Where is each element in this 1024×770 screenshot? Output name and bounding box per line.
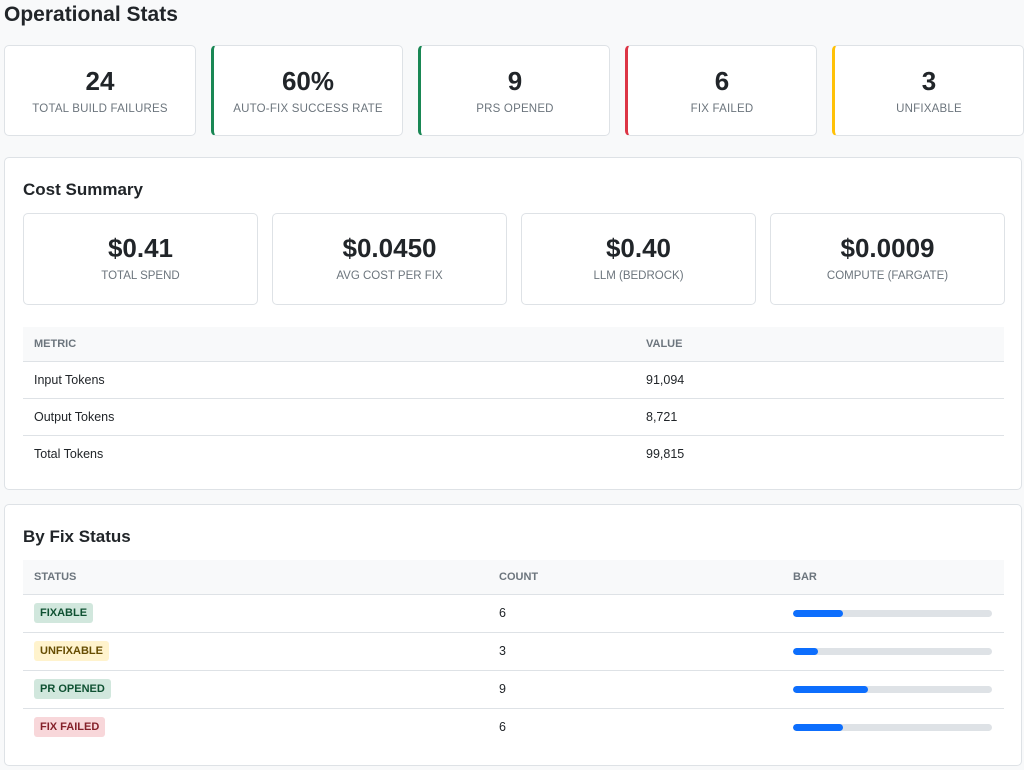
- status-badge: PR OPENED: [34, 679, 111, 699]
- table-row: UNFIXABLE 3: [23, 632, 1004, 671]
- column-header: COUNT: [488, 560, 782, 595]
- progress-bar: [793, 609, 992, 617]
- cost-compute: $0.0009 COMPUTE (FARGATE): [770, 213, 1005, 305]
- progress-bar-fill: [793, 647, 818, 655]
- stat-total-build-failures: 24 TOTAL BUILD FAILURES: [4, 45, 196, 136]
- stat-value: 3: [921, 66, 937, 96]
- value-cell: 8,721: [635, 398, 1004, 436]
- count-cell: 6: [499, 720, 506, 735]
- stat-value: 9: [507, 66, 523, 96]
- stat-auto-fix-success-rate: 60% AUTO-FIX SUCCESS RATE: [211, 45, 403, 136]
- table-row: PR OPENED 9: [23, 670, 1004, 709]
- status-badge: FIXABLE: [34, 603, 94, 623]
- progress-bar-fill: [793, 685, 868, 693]
- cost-value: $0.41: [107, 233, 174, 263]
- progress-bar: [793, 647, 992, 655]
- stat-label: PRS OPENED: [476, 103, 554, 115]
- cost-label: LLM (BEDROCK): [593, 270, 684, 282]
- stat-label: FIX FAILED: [690, 103, 754, 115]
- stat-cards: 24 TOTAL BUILD FAILURES 60% AUTO-FIX SUCCE…: [4, 45, 1024, 136]
- progress-bar: [793, 723, 992, 731]
- cost-llm: $0.40 LLM (BEDROCK): [521, 213, 756, 305]
- fix-status-table: STATUS COUNT BAR FIXABLE 6 UNFIXABLE 3 PR OPEN…: [23, 560, 1004, 746]
- section-title: Cost Summary: [23, 180, 143, 199]
- column-header: BAR: [782, 560, 1004, 595]
- cost-label: TOTAL SPEND: [101, 270, 180, 282]
- status-badge: UNFIXABLE: [34, 641, 109, 661]
- value-cell: 99,815: [646, 446, 685, 461]
- count-cell: 9: [488, 670, 782, 709]
- token-table: METRIC VALUE Input Tokens 91,094 Output To…: [23, 327, 1004, 472]
- stat-label: UNFIXABLE: [896, 103, 962, 115]
- cost-label: COMPUTE (FARGATE): [826, 270, 949, 282]
- cost-avg-per-fix: $0.0450 AVG COST PER FIX: [272, 213, 507, 305]
- cost-value: $0.40: [605, 233, 672, 263]
- stat-label: AUTO-FIX SUCCESS RATE: [233, 103, 383, 115]
- section-title: By Fix Status: [23, 527, 131, 546]
- fix-status-card: By Fix Status STATUS COUNT BAR FIXABLE 6 UNF…: [4, 504, 1022, 766]
- progress-bar-fill: [793, 723, 843, 731]
- table-row: Input Tokens 91,094: [23, 361, 1004, 399]
- value-cell: 91,094: [635, 361, 1004, 399]
- table-row: Total Tokens 99,815: [23, 435, 1004, 472]
- column-header: METRIC: [23, 327, 635, 362]
- table-row: FIX FAILED 6: [23, 708, 1004, 746]
- count-cell: 3: [488, 632, 782, 671]
- count-cell: 6: [488, 594, 782, 633]
- metric-cell: Input Tokens: [23, 361, 635, 399]
- page-title: Operational Stats: [4, 3, 178, 26]
- stat-value: 24: [85, 66, 115, 96]
- cost-value: $0.0450: [342, 233, 437, 263]
- cost-value: $0.0009: [840, 233, 935, 263]
- status-badge: FIX FAILED: [34, 717, 106, 738]
- progress-bar-fill: [793, 609, 843, 617]
- cost-label: AVG COST PER FIX: [336, 270, 443, 282]
- column-header: STATUS: [23, 560, 488, 595]
- stat-prs-opened: 9 PRS OPENED: [418, 45, 610, 136]
- stat-value: 6: [714, 66, 730, 96]
- stat-unfixable: 3 UNFIXABLE: [832, 45, 1024, 136]
- stat-fix-failed: 6 FIX FAILED: [625, 45, 817, 136]
- column-header: VALUE: [635, 327, 1004, 362]
- cost-summary-card: Cost Summary $0.41 TOTAL SPEND $0.0450 AVG…: [4, 157, 1022, 490]
- metric-cell: Total Tokens: [34, 446, 104, 461]
- table-row: FIXABLE 6: [23, 594, 1004, 633]
- stat-label: TOTAL BUILD FAILURES: [32, 103, 168, 115]
- metric-cell: Output Tokens: [23, 398, 635, 436]
- stat-value: 60%: [281, 66, 335, 96]
- progress-bar: [793, 685, 992, 693]
- cost-total-spend: $0.41 TOTAL SPEND: [23, 213, 258, 305]
- table-row: Output Tokens 8,721: [23, 398, 1004, 436]
